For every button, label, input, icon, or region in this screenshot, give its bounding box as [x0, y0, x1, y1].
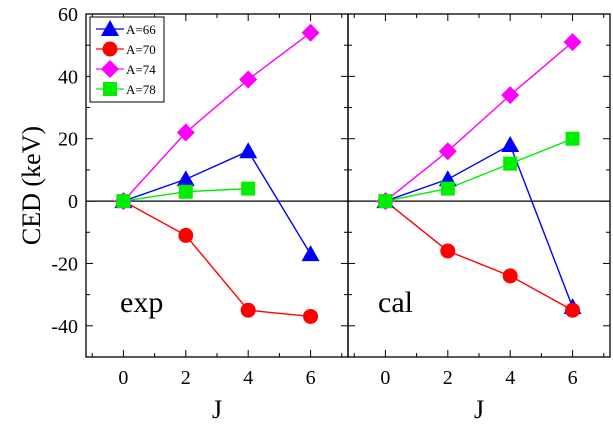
x-tick-label: 0 [380, 367, 390, 389]
data-point-A=78 [378, 194, 393, 209]
data-point-A=74 [438, 142, 457, 161]
series-line-A=66 [123, 150, 312, 255]
data-point-A=70 [240, 302, 256, 318]
legend-label-A=70: A=70 [126, 42, 156, 57]
x-tick-label: 6 [306, 367, 316, 389]
y-axis-title: CED (keV) [17, 126, 46, 245]
y-tick-label: 0 [68, 191, 78, 213]
y-tick-label: 60 [58, 4, 78, 26]
data-point-A=70 [565, 302, 581, 318]
legend-marker-A=74 [101, 60, 119, 78]
data-point-A=70 [440, 243, 456, 259]
data-point-A=70 [502, 268, 518, 284]
data-point-A=78 [116, 194, 131, 209]
panel-label-cal: cal [378, 286, 413, 319]
x-tick-label: 4 [505, 367, 515, 389]
y-tick-label: -20 [51, 253, 78, 275]
x-tick-label: 0 [118, 367, 128, 389]
legend-marker-A=66 [101, 20, 119, 36]
data-point-A=66 [176, 170, 195, 187]
series-line-A=66 [385, 143, 574, 308]
legend-marker-A=70 [102, 41, 118, 57]
data-point-A=66 [301, 245, 320, 262]
data-point-A=74 [176, 123, 195, 142]
legend: A=66 A=70 A=74 A=78 [89, 16, 165, 103]
x-axis-title: J [474, 395, 484, 422]
series-line-A=74 [122, 32, 311, 202]
data-point-A=74 [501, 86, 520, 105]
data-point-A=66 [239, 142, 258, 159]
series-line-A=70 [384, 200, 573, 311]
data-point-A=78 [178, 184, 193, 199]
series-line-A=70 [123, 200, 311, 318]
series-line-A=74 [384, 41, 574, 202]
data-point-A=78 [565, 131, 580, 146]
legend-box [89, 16, 165, 103]
legend-marker-A=78 [103, 82, 117, 96]
series-line-A=78 [385, 138, 573, 202]
x-tick-label: 4 [243, 367, 253, 389]
x-tick-label: 6 [568, 367, 578, 389]
panel-label-exp: exp [120, 286, 163, 319]
legend-label-A=66: A=66 [126, 22, 156, 37]
data-point-A=74 [239, 70, 258, 89]
x-tick-label: 2 [181, 367, 191, 389]
data-point-A=66 [501, 135, 520, 152]
y-tick-label: -40 [51, 316, 78, 338]
data-point-A=78 [440, 181, 455, 196]
data-point-A=70 [303, 308, 319, 324]
legend-label-A=74: A=74 [126, 62, 156, 77]
data-point-A=78 [503, 156, 518, 171]
data-point-A=74 [563, 33, 582, 52]
x-tick-label: 2 [443, 367, 453, 389]
data-point-A=74 [301, 23, 320, 42]
y-tick-label: 20 [58, 129, 78, 151]
y-tick-label: 40 [58, 66, 78, 88]
data-point-A=78 [241, 181, 256, 196]
data-point-A=70 [178, 227, 194, 243]
x-axis-title: J [212, 395, 222, 422]
legend-label-A=78: A=78 [126, 82, 156, 97]
